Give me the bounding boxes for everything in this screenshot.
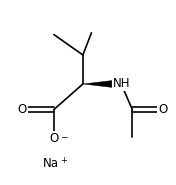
Text: −: − bbox=[60, 132, 68, 141]
Text: O: O bbox=[49, 132, 59, 145]
Text: NH: NH bbox=[113, 77, 130, 90]
Polygon shape bbox=[83, 81, 112, 87]
Text: O: O bbox=[158, 103, 168, 116]
Text: +: + bbox=[60, 156, 67, 165]
Text: O: O bbox=[17, 103, 27, 116]
Text: Na: Na bbox=[43, 157, 59, 170]
